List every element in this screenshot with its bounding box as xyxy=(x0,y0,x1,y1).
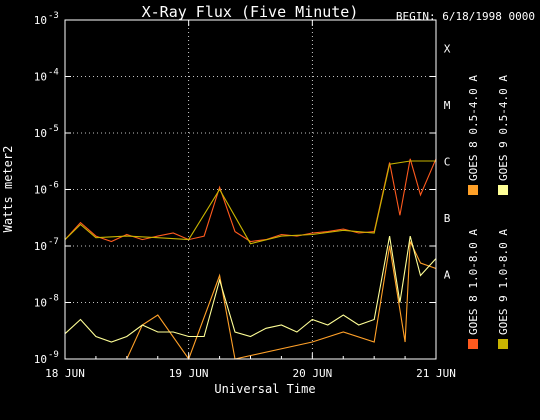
legend-swatch xyxy=(498,185,508,195)
y-tick-label: 10 xyxy=(34,240,47,253)
legend-swatch xyxy=(468,339,478,349)
begin-date-label: BEGIN: 6/18/1998 0000 xyxy=(396,10,535,23)
y-tick-label: 10 xyxy=(34,14,47,27)
y-axis-title: Watts meter2 xyxy=(1,146,15,233)
legend-label: GOES 8 0.5-4.0 A xyxy=(467,75,480,181)
x-tick-label: 19 JUN xyxy=(169,367,209,380)
x-axis-title: Universal Time xyxy=(214,382,315,396)
y-tick-exponent: -4 xyxy=(48,68,59,78)
y-axis-ticks: 10-910-810-710-610-510-410-3 xyxy=(34,11,436,366)
y-tick-label: 10 xyxy=(34,353,47,366)
series-layer xyxy=(64,158,437,361)
series-line xyxy=(65,241,437,361)
x-tick-label: 18 JUN xyxy=(45,367,85,380)
y-tick-exponent: -7 xyxy=(48,237,59,247)
flare-class-label: A xyxy=(444,268,451,281)
flare-class-label: M xyxy=(444,99,451,112)
legend-swatch xyxy=(468,185,478,195)
x-axis-ticks: 18 JUN 19 JUN 20 JUN 21 JUN xyxy=(45,20,456,380)
legend-label: GOES 9 1.0-8.0 A xyxy=(497,229,510,335)
legend-swatch xyxy=(498,339,508,349)
series-line xyxy=(64,235,437,343)
legend-label: GOES 8 1.0-8.0 A xyxy=(467,229,480,335)
grid-lines xyxy=(65,20,436,359)
y-tick-exponent: -9 xyxy=(48,350,59,360)
legend: GOES 8 1.0-8.0 A GOES 8 0.5-4.0 A GOES 9 1… xyxy=(467,75,510,349)
series-line xyxy=(64,160,436,245)
x-tick-label: 21 JUN xyxy=(416,367,456,380)
y-tick-exponent: -8 xyxy=(48,294,59,304)
flare-class-labels: A B C M X xyxy=(444,42,451,281)
flare-class-label: X xyxy=(444,42,451,55)
y-tick-label: 10 xyxy=(34,184,47,197)
flare-class-label: B xyxy=(444,212,451,225)
y-tick-label: 10 xyxy=(34,297,47,310)
y-tick-exponent: -5 xyxy=(48,124,59,134)
y-tick-exponent: -3 xyxy=(48,11,59,21)
y-tick-label: 10 xyxy=(34,127,47,140)
x-tick-label: 20 JUN xyxy=(292,367,332,380)
chart-title: X-Ray Flux (Five Minute) xyxy=(142,3,359,21)
legend-label: GOES 9 0.5-4.0 A xyxy=(497,75,510,181)
flare-class-label: C xyxy=(444,155,451,168)
y-tick-label: 10 xyxy=(34,71,47,84)
y-tick-exponent: -6 xyxy=(48,181,59,191)
